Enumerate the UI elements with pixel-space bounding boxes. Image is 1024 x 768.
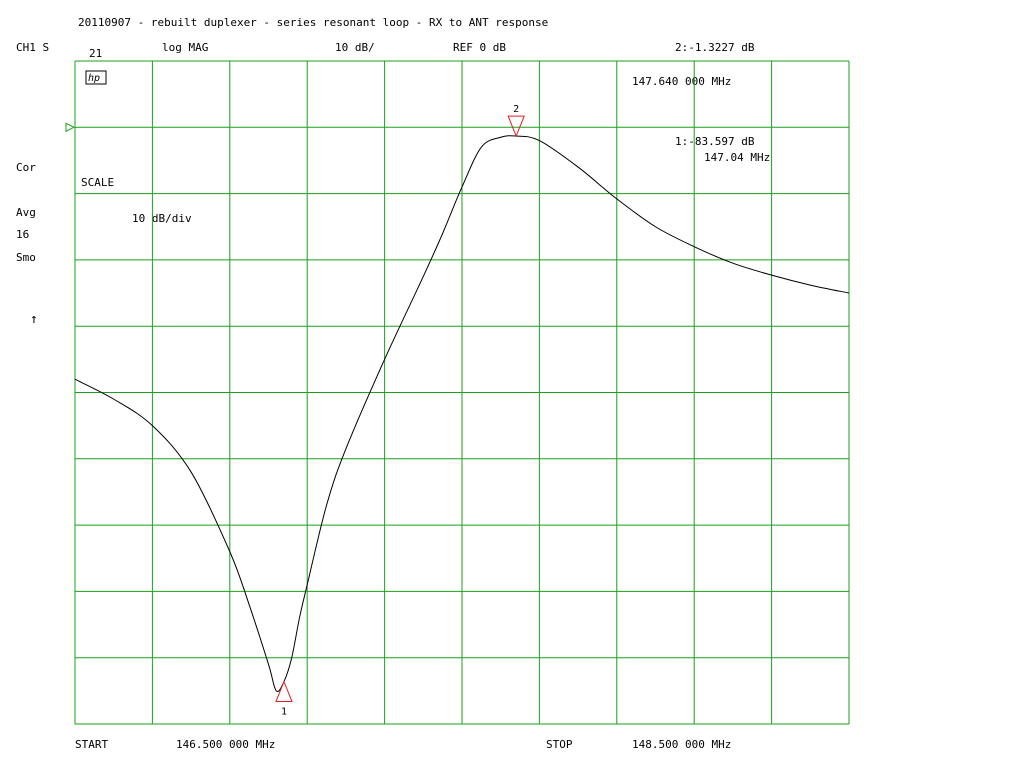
marker-2-label: 2 [513, 104, 519, 115]
up-arrow-icon: ↑ [30, 312, 38, 327]
start-frequency: 146.500 000 MHz [176, 738, 276, 751]
marker-1-label: 1 [281, 707, 287, 718]
active-marker-value: 2:-1.3227 dB [675, 41, 755, 54]
chart-title: 20110907 - rebuilt duplexer - series res… [78, 16, 549, 29]
marker-2-triangle [507, 115, 525, 138]
averaging-annotation: Avg [16, 206, 36, 219]
reference-level-marker [65, 122, 76, 133]
correction-annotation: Cor [16, 161, 36, 174]
hp-logo: hp [85, 70, 107, 85]
measurement-trace [74, 135, 850, 693]
stop-frequency: 148.500 000 MHz [632, 738, 732, 751]
averaging-count: 16 [16, 228, 30, 241]
channel-label: CH1 S [16, 41, 50, 54]
scale-box-value: 10 dB/div [132, 212, 192, 225]
svg-text:hp: hp [88, 73, 100, 84]
scale-label: 10 dB/ [335, 41, 375, 54]
markers: 12 [275, 104, 525, 718]
smoothing-annotation: Smo [16, 251, 36, 264]
marker-1-triangle [275, 680, 293, 703]
active-marker-frequency: 147.640 000 MHz [632, 75, 732, 88]
start-label: START [75, 738, 109, 751]
grid [74, 60, 850, 725]
format-label: log MAG [162, 41, 209, 54]
marker-1-frequency: 147.04 MHz [704, 151, 771, 164]
reference-label: REF 0 dB [453, 41, 506, 54]
reference-level-triangle [65, 122, 76, 133]
s-parameter-subscript: 21 [89, 47, 103, 60]
scale-box-label: SCALE [81, 176, 115, 189]
stop-label: STOP [546, 738, 573, 751]
marker-1-value: 1:-83.597 dB [675, 135, 755, 148]
